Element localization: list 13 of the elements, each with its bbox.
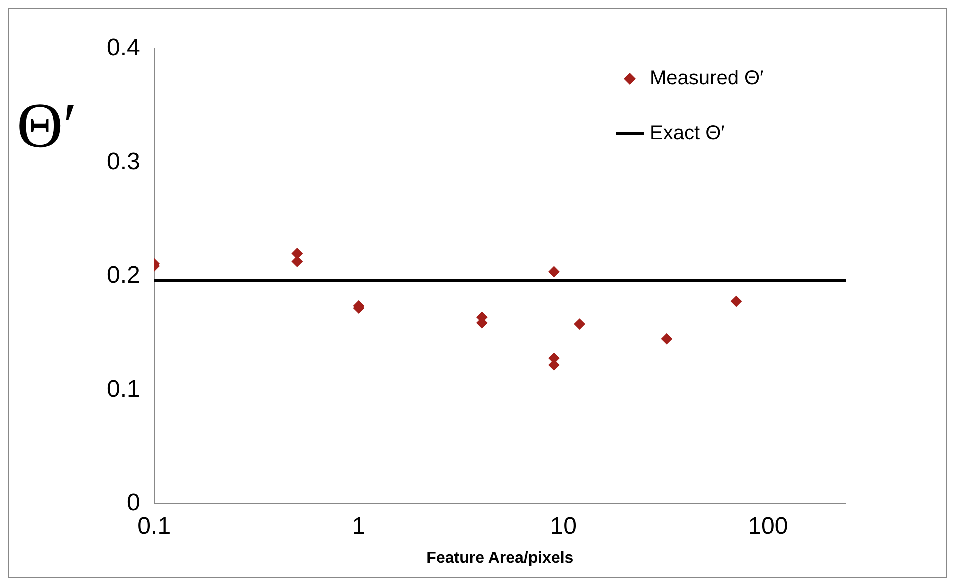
legend-label: Measured Θ′ <box>650 68 764 90</box>
x-tick-label: 10 <box>550 513 577 540</box>
x-tick-label: 100 <box>748 513 788 540</box>
y-tick-label: 0.4 <box>106 34 140 62</box>
x-tick-label: 1 <box>352 513 366 540</box>
x-axis-title: Feature Area/pixels <box>426 550 574 567</box>
y-tick-label: 0 <box>127 490 140 517</box>
legend-label: Exact Θ′ <box>650 122 726 145</box>
y-axis-title: Θ′ <box>17 89 78 163</box>
y-tick-label: 0.3 <box>106 148 140 176</box>
y-tick-label: 0.2 <box>106 262 140 290</box>
y-tick-label: 0.1 <box>106 376 140 403</box>
x-tick-label: 0.1 <box>138 513 172 540</box>
